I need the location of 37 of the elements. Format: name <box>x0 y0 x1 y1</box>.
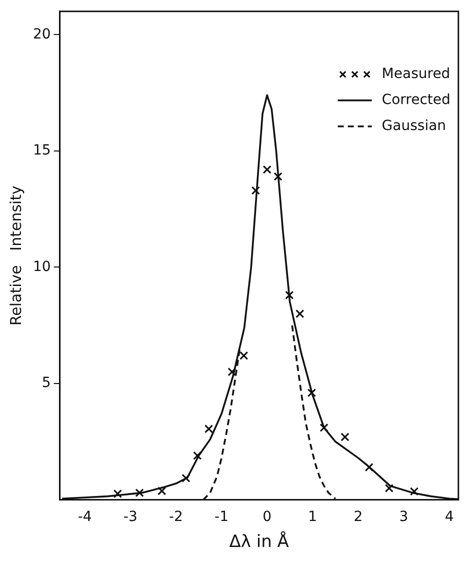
y-tick-label: 20 <box>32 26 51 42</box>
x-tick-label: 2 <box>354 508 363 525</box>
point <box>113 489 122 498</box>
point <box>182 474 190 483</box>
x-axis-title: Δλ in Å <box>229 531 290 552</box>
x-tick-label: 1 <box>308 508 318 525</box>
point <box>364 462 374 472</box>
x-tick-label: 0 <box>262 508 272 525</box>
point <box>158 486 166 496</box>
y-tick-label: 15 <box>32 142 51 159</box>
point <box>307 388 316 398</box>
point <box>274 172 282 181</box>
point <box>296 309 304 318</box>
point <box>285 290 294 300</box>
legend-label: Corrected <box>382 92 450 108</box>
point <box>340 432 350 442</box>
y-axis-title: Relative Intensity <box>6 185 25 326</box>
x-tick-label: 3 <box>399 508 408 525</box>
legend-label: Gaussian <box>382 118 446 134</box>
point <box>320 423 328 432</box>
point <box>410 487 419 496</box>
legend-label: Measured <box>382 66 450 82</box>
point <box>204 424 214 434</box>
x-tick-label: -4 <box>78 508 92 525</box>
x-tick-label: -1 <box>214 508 229 525</box>
x-tick-label: 4 <box>444 508 454 525</box>
x-tick-label: -2 <box>168 508 183 525</box>
point <box>228 368 236 376</box>
y-tick-label: 5 <box>42 375 51 392</box>
point <box>262 165 272 174</box>
point <box>240 351 248 360</box>
point <box>135 488 144 498</box>
point <box>251 186 260 195</box>
y-tick-label: 10 <box>32 258 51 275</box>
point <box>384 484 394 493</box>
x-tick-label: -3 <box>123 508 138 525</box>
point <box>193 451 202 460</box>
